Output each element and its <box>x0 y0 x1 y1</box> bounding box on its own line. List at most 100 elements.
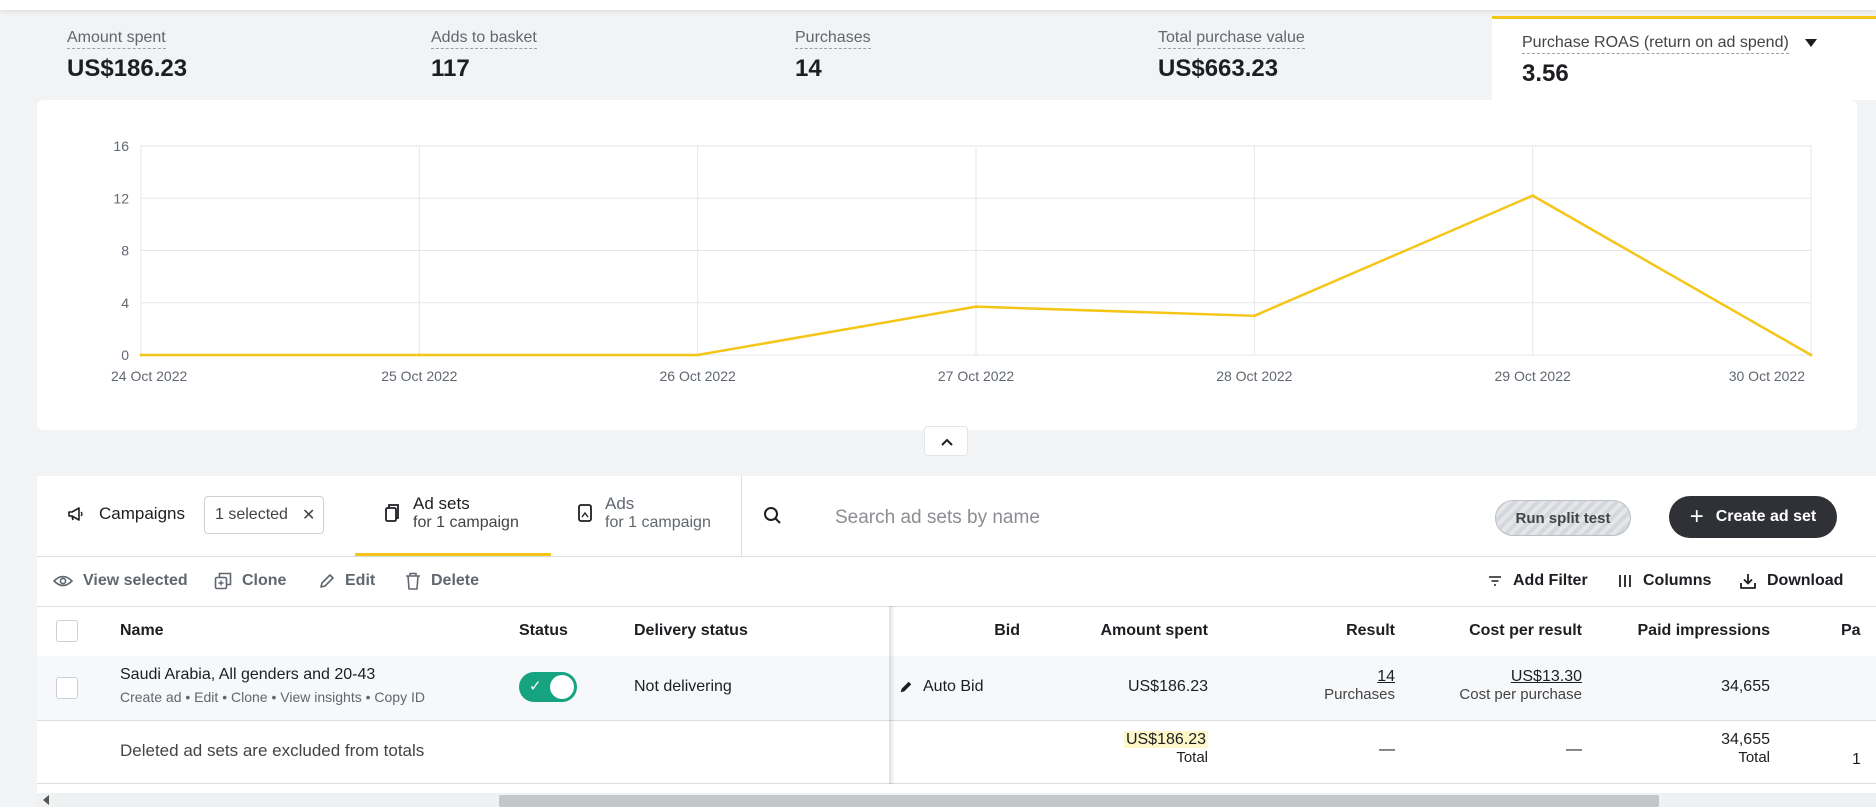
select-all-checkbox[interactable] <box>56 620 78 642</box>
table-row[interactable]: Saudi Arabia, All genders and 20-43 Crea… <box>37 656 1876 721</box>
delivery-status: Not delivering <box>634 678 732 695</box>
column-header-truncated[interactable]: Pa <box>1841 622 1861 639</box>
metric-value: 3.56 <box>1522 60 1569 87</box>
ad-set-name[interactable]: Saudi Arabia, All genders and 20-43 <box>120 666 376 683</box>
data-point <box>696 353 700 357</box>
download-icon <box>1740 574 1756 589</box>
scrollbar-thumb[interactable] <box>499 795 1659 807</box>
column-header-paid-impressions[interactable]: Paid impressions <box>1637 622 1771 639</box>
create-ad-set-button[interactable]: + Create ad set <box>1669 496 1837 538</box>
paid-impressions-value: 34,655 <box>1721 678 1770 695</box>
column-header-status[interactable]: Status <box>519 622 568 639</box>
total-result: — <box>1379 741 1395 758</box>
metric-value: US$186.23 <box>67 55 188 82</box>
data-point <box>974 305 978 309</box>
clone-icon <box>214 572 232 590</box>
total-impressions-value: 34,655 <box>1721 731 1770 748</box>
row-checkbox[interactable] <box>56 677 78 699</box>
result-value[interactable]: 14 <box>1377 668 1395 685</box>
tab-ad-sets[interactable]: Ad sets for 1 campaign <box>383 494 519 532</box>
close-icon[interactable]: ✕ <box>301 507 316 524</box>
active-tab-indicator <box>355 553 551 556</box>
column-header-delivery[interactable]: Delivery status <box>634 622 748 639</box>
tab-ads[interactable]: Ads for 1 campaign <box>577 494 711 532</box>
run-split-test-button[interactable]: Run split test <box>1495 500 1631 536</box>
total-impressions-cell: 34,655 Total <box>1597 731 1770 766</box>
x-tick-label: 26 Oct 2022 <box>660 368 736 384</box>
copy-id-link[interactable]: Copy ID <box>374 689 425 705</box>
edit-link[interactable]: Edit <box>194 689 219 705</box>
view-selected-button[interactable]: View selected <box>53 556 188 606</box>
metric-value: 14 <box>795 55 822 82</box>
column-header-cost-per-result[interactable]: Cost per result <box>1469 622 1582 639</box>
metric-amount-spent[interactable]: Amount spent US$186.23 <box>67 28 187 83</box>
bid-cell[interactable]: Auto Bid <box>899 678 983 696</box>
tab-title: Ads <box>605 494 635 513</box>
columns-button[interactable]: Columns <box>1617 556 1711 606</box>
scroll-left-icon[interactable] <box>43 795 49 805</box>
x-tick-label: 24 Oct 2022 <box>111 368 187 384</box>
horizontal-scrollbar[interactable] <box>37 793 1876 807</box>
button-label: Edit <box>345 572 376 589</box>
totals-note: Deleted ad sets are excluded from totals <box>120 741 425 760</box>
result-cell: 14 Purchases <box>1237 668 1395 703</box>
caret-down-icon[interactable] <box>1805 38 1818 47</box>
eye-icon <box>53 575 73 587</box>
total-amount-label: Total <box>1176 749 1208 766</box>
data-point <box>1531 194 1535 198</box>
view-insights-link[interactable]: View insights <box>280 689 362 705</box>
column-header-bid[interactable]: Bid <box>994 622 1020 639</box>
status-toggle[interactable]: ✓ <box>519 672 577 702</box>
add-filter-button[interactable]: Add Filter <box>1487 556 1588 606</box>
metric-purchases[interactable]: Purchases 14 <box>795 28 871 83</box>
edit-button[interactable]: Edit <box>319 556 375 606</box>
clone-link[interactable]: Clone <box>230 689 268 705</box>
separator-dot: • <box>185 689 195 705</box>
top-bar <box>0 0 1876 10</box>
check-icon: ✓ <box>529 678 542 695</box>
download-button[interactable]: Download <box>1739 556 1843 606</box>
column-header-result[interactable]: Result <box>1346 622 1395 639</box>
level-tabs: Campaigns 1 selected ✕ Ad sets for 1 cam… <box>37 476 1876 557</box>
metric-purchase-roas[interactable]: Purchase ROAS (return on ad spend) 3.56 <box>1492 16 1876 100</box>
metric-label: Total purchase value <box>1158 28 1305 49</box>
selected-filter-chip[interactable]: 1 selected ✕ <box>204 496 324 534</box>
button-label: View selected <box>83 572 188 589</box>
chevron-up-icon <box>941 438 953 446</box>
roas-line-chart: 0 4 8 12 16 24 Oct 2022 25 Oct 2022 26 Oct 2022… <box>111 138 1813 384</box>
collapse-chart-button[interactable] <box>924 426 968 456</box>
y-tick-label: 8 <box>121 243 129 259</box>
y-tick-label: 0 <box>121 347 129 363</box>
column-header-amount-spent[interactable]: Amount spent <box>1100 622 1208 639</box>
button-label: Delete <box>431 572 480 589</box>
actions-toolbar: View selected Clone Edit Delete <box>37 556 1876 607</box>
data-point <box>1252 314 1256 318</box>
search-input[interactable] <box>833 500 1357 536</box>
trash-icon <box>406 572 420 590</box>
ad-sets-panel: Campaigns 1 selected ✕ Ad sets for 1 cam… <box>37 476 1876 807</box>
x-tick-label: 30 Oct 2022 <box>1729 368 1805 384</box>
metric-label: Purchase ROAS (return on ad spend) <box>1522 33 1789 54</box>
y-tick-label: 4 <box>121 295 129 311</box>
tab-campaigns[interactable]: Campaigns <box>67 504 185 524</box>
pencil-icon <box>320 574 334 588</box>
clone-button[interactable]: Clone <box>214 556 286 606</box>
x-tick-label: 25 Oct 2022 <box>381 368 457 384</box>
total-impressions-label: Total <box>1738 749 1770 766</box>
y-tick-label: 12 <box>113 190 129 206</box>
tab-subtitle: for 1 campaign <box>413 514 519 531</box>
column-header-name[interactable]: Name <box>120 622 164 639</box>
data-point <box>417 353 421 357</box>
metric-value: 117 <box>431 55 470 82</box>
metric-adds-to-basket[interactable]: Adds to basket 117 <box>431 28 537 83</box>
cost-per-result-value[interactable]: US$13.30 <box>1510 668 1582 685</box>
total-cost-per-result: — <box>1566 741 1582 758</box>
metric-total-purchase-value[interactable]: Total purchase value US$663.23 <box>1158 28 1305 83</box>
cost-per-result-label: Cost per purchase <box>1459 686 1582 703</box>
delete-button[interactable]: Delete <box>405 556 479 606</box>
toggle-knob <box>550 675 574 699</box>
data-point <box>139 353 143 357</box>
create-ad-link[interactable]: Create ad <box>120 689 182 705</box>
bid-value: Auto Bid <box>923 678 984 695</box>
chip-label: 1 selected <box>215 506 288 523</box>
